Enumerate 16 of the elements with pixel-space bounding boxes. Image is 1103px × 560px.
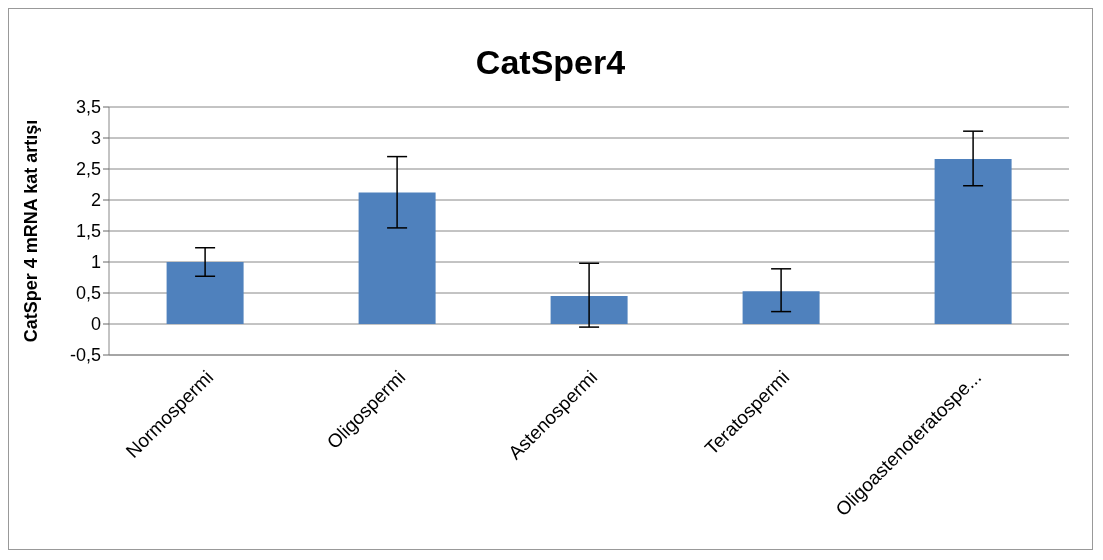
y-tick-label: 3,5 <box>75 97 101 118</box>
bar <box>166 262 244 324</box>
bar <box>358 192 436 324</box>
bar <box>742 291 820 324</box>
bar <box>934 159 1012 324</box>
y-tick-label: 3 <box>90 128 101 149</box>
chart-title: CatSper4 <box>474 43 627 83</box>
y-tick-label: 2 <box>90 190 101 211</box>
y-tick-label: 0 <box>90 314 101 335</box>
y-axis-title: CatSper 4 mRNA kat artışı <box>21 119 42 343</box>
y-tick-label: 0,5 <box>75 283 101 304</box>
bar <box>550 296 628 324</box>
y-tick-label: -0,5 <box>69 345 101 366</box>
y-tick-label: 2,5 <box>75 159 101 180</box>
y-tick-label: 1,5 <box>75 221 101 242</box>
y-tick-label: 1 <box>90 252 101 273</box>
